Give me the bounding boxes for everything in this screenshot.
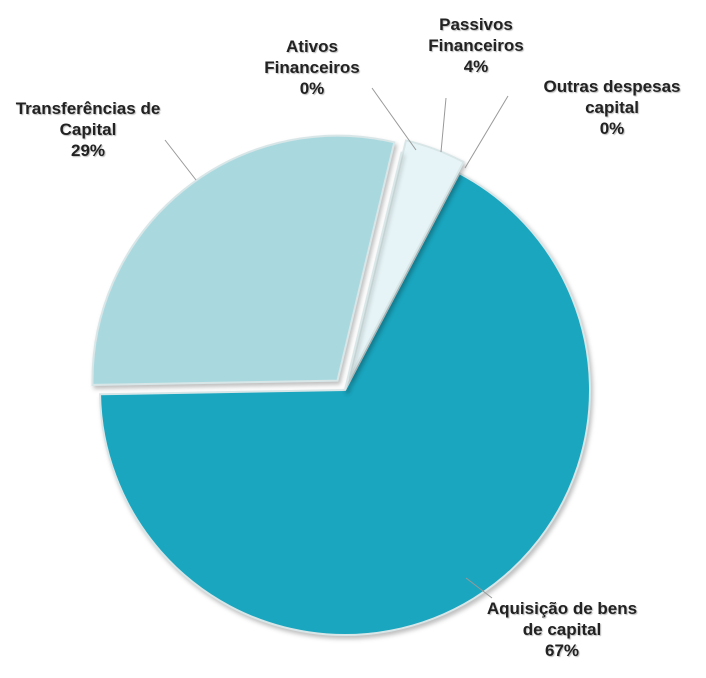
pie-slice [99,171,591,636]
category-name: Outras despesas capital [543,77,681,117]
category-name: Passivos Financeiros [428,15,524,55]
value-label: 67% [544,641,580,660]
leader-line [440,97,447,153]
value-label: 29% [70,141,106,160]
leader-line [164,139,197,181]
category-name: Transferências de Capital [15,99,161,139]
pie-slice [91,134,396,386]
leader-line [371,87,417,151]
slice-label: Ativos Financeiros 0% [247,36,377,99]
leader-line [464,95,509,169]
value-label: 4% [463,57,489,76]
slice-label: Passivos Financeiros 4% [411,14,541,77]
pie-slice [348,139,465,380]
category-name: Aquisição de bens de capital [486,599,638,639]
value-label: 0% [599,119,625,138]
slice-label: Outras despesas capital 0% [522,76,702,139]
value-label: 0% [299,79,325,98]
category-name: Ativos Financeiros [264,37,360,77]
leader-line [465,577,493,599]
slice-label: Aquisição de bens de capital 67% [482,598,642,661]
slice-label: Transferências de Capital 29% [8,98,168,161]
pie-slice [344,151,403,391]
pie-slice [344,172,461,391]
